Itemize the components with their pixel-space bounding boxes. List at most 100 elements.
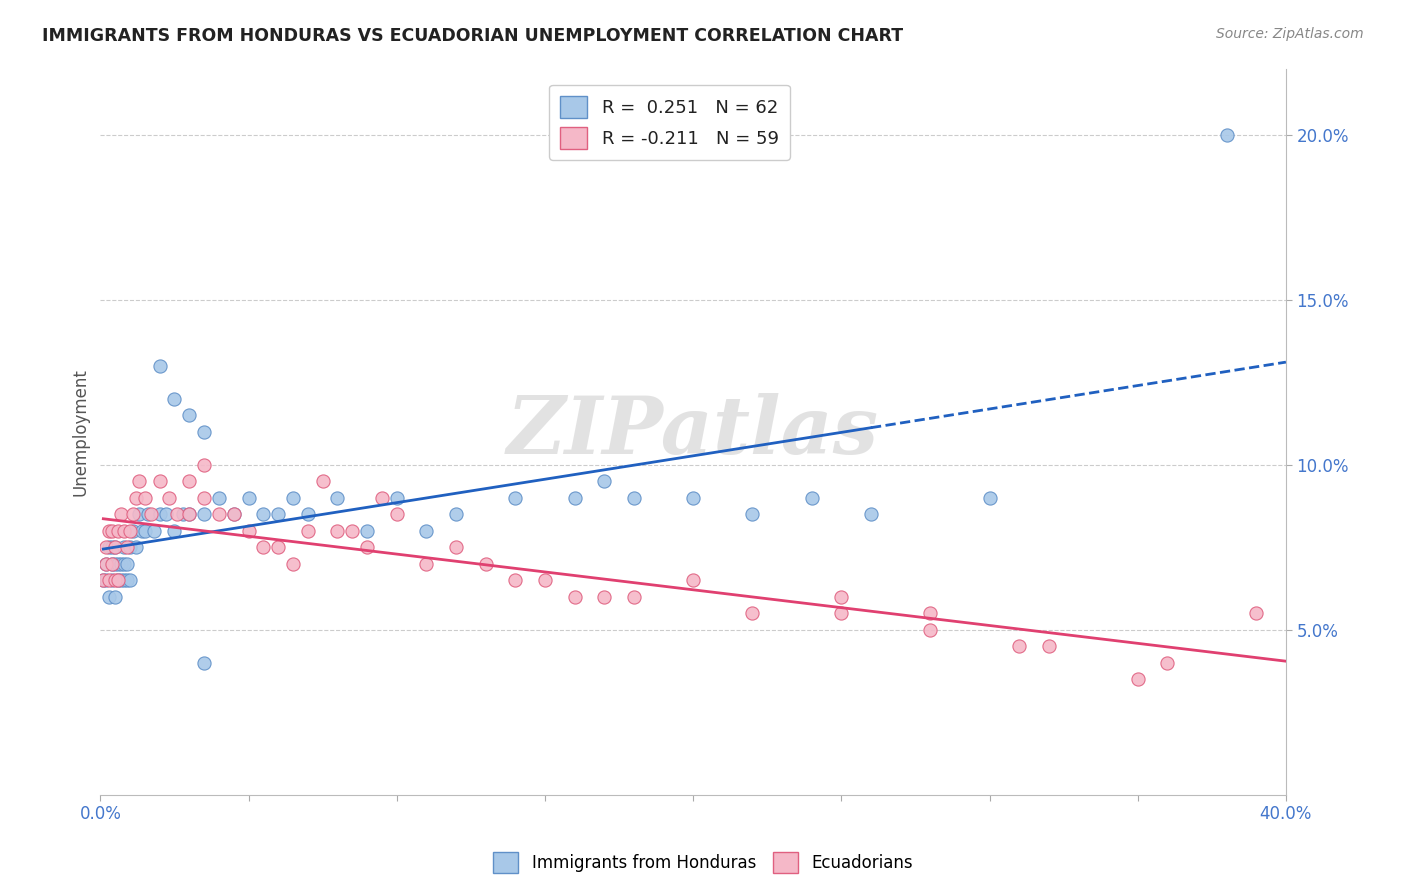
Point: [252, 541, 274, 555]
Point: [193, 656, 215, 670]
Point: [98, 524, 121, 538]
Point: [110, 557, 132, 571]
Point: [101, 557, 124, 571]
Point: [91, 574, 114, 588]
Point: [166, 508, 188, 522]
Point: [104, 541, 127, 555]
Point: [593, 475, 616, 489]
Point: [179, 508, 201, 522]
Point: [1246, 607, 1268, 621]
Point: [125, 491, 148, 505]
Point: [98, 574, 121, 588]
Point: [172, 508, 194, 522]
Point: [101, 557, 124, 571]
Point: [356, 541, 378, 555]
Point: [107, 557, 129, 571]
Point: [342, 524, 364, 538]
Point: [859, 508, 882, 522]
Point: [564, 491, 586, 505]
Point: [830, 607, 852, 621]
Point: [112, 524, 135, 538]
Point: [112, 574, 135, 588]
Point: [385, 508, 408, 522]
Point: [149, 475, 172, 489]
Point: [326, 524, 349, 538]
Point: [104, 541, 127, 555]
Point: [118, 574, 141, 588]
Point: [107, 524, 129, 538]
Point: [193, 491, 215, 505]
Point: [979, 491, 1001, 505]
Point: [149, 359, 172, 373]
Point: [503, 491, 526, 505]
Point: [682, 574, 704, 588]
Point: [115, 557, 138, 571]
Point: [118, 524, 141, 538]
Point: [1156, 656, 1178, 670]
Point: [101, 524, 124, 538]
Point: [193, 458, 215, 472]
Point: [326, 491, 349, 505]
Point: [297, 508, 319, 522]
Point: [593, 590, 616, 604]
Point: [107, 574, 129, 588]
Point: [101, 574, 124, 588]
Point: [104, 590, 127, 604]
Point: [252, 508, 274, 522]
Point: [122, 508, 145, 522]
Point: [208, 508, 231, 522]
Text: Source: ZipAtlas.com: Source: ZipAtlas.com: [1216, 27, 1364, 41]
Y-axis label: Unemployment: Unemployment: [72, 368, 89, 496]
Point: [920, 623, 942, 637]
Point: [1038, 640, 1060, 654]
Point: [179, 409, 201, 423]
Point: [1008, 640, 1031, 654]
Point: [281, 491, 304, 505]
Point: [444, 508, 467, 522]
Point: [112, 541, 135, 555]
Legend: R =  0.251   N = 62, R = -0.211   N = 59: R = 0.251 N = 62, R = -0.211 N = 59: [550, 85, 790, 160]
Point: [128, 475, 150, 489]
Point: [415, 524, 437, 538]
Point: [179, 475, 201, 489]
Point: [623, 590, 645, 604]
Point: [134, 491, 156, 505]
Point: [112, 557, 135, 571]
Point: [238, 491, 260, 505]
Point: [163, 392, 186, 406]
Point: [503, 574, 526, 588]
Point: [311, 475, 333, 489]
Point: [98, 590, 121, 604]
Point: [96, 557, 118, 571]
Point: [281, 557, 304, 571]
Point: [91, 574, 114, 588]
Point: [238, 524, 260, 538]
Point: [115, 574, 138, 588]
Point: [741, 607, 763, 621]
Point: [193, 425, 215, 439]
Point: [222, 508, 245, 522]
Text: IMMIGRANTS FROM HONDURAS VS ECUADORIAN UNEMPLOYMENT CORRELATION CHART: IMMIGRANTS FROM HONDURAS VS ECUADORIAN U…: [42, 27, 903, 45]
Legend: Immigrants from Honduras, Ecuadorians: Immigrants from Honduras, Ecuadorians: [486, 846, 920, 880]
Point: [101, 541, 124, 555]
Point: [356, 524, 378, 538]
Point: [104, 557, 127, 571]
Point: [830, 590, 852, 604]
Point: [1126, 673, 1149, 687]
Point: [474, 557, 496, 571]
Point: [1215, 128, 1237, 142]
Point: [444, 541, 467, 555]
Point: [131, 524, 153, 538]
Point: [193, 508, 215, 522]
Point: [155, 508, 177, 522]
Point: [800, 491, 823, 505]
Point: [179, 508, 201, 522]
Point: [371, 491, 394, 505]
Point: [267, 508, 290, 522]
Point: [115, 541, 138, 555]
Point: [741, 508, 763, 522]
Point: [564, 590, 586, 604]
Point: [208, 491, 231, 505]
Point: [96, 557, 118, 571]
Text: ZIPatlas: ZIPatlas: [508, 393, 879, 471]
